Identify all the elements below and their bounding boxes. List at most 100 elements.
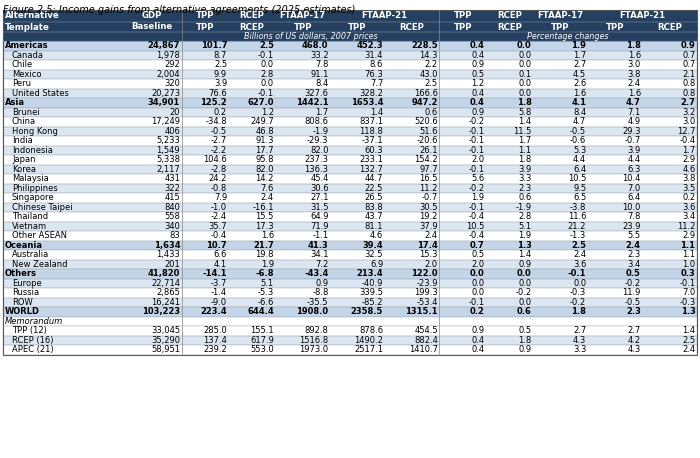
Text: 1490.2: 1490.2 <box>354 336 383 345</box>
Text: 4.4: 4.4 <box>573 155 586 164</box>
Text: GDP
Baseline: GDP Baseline <box>132 11 173 31</box>
Text: 1516.8: 1516.8 <box>300 336 328 345</box>
Text: 1.8: 1.8 <box>626 41 641 50</box>
Text: RCEP: RCEP <box>239 22 265 32</box>
Text: 97.7: 97.7 <box>419 165 438 174</box>
Text: FTAAP-17: FTAAP-17 <box>279 11 326 21</box>
Text: 51.6: 51.6 <box>419 127 438 136</box>
Bar <box>3 250 697 260</box>
Text: 26.5: 26.5 <box>365 193 383 202</box>
Text: 91.1: 91.1 <box>310 70 328 79</box>
Text: 213.4: 213.4 <box>356 269 383 278</box>
Text: Americas: Americas <box>5 41 48 50</box>
Text: 2.7: 2.7 <box>680 98 696 107</box>
Text: 2.0: 2.0 <box>472 155 484 164</box>
Text: -3.8: -3.8 <box>570 203 586 212</box>
Bar <box>3 336 697 345</box>
Bar <box>3 288 697 298</box>
Text: 19.8: 19.8 <box>256 250 274 259</box>
Text: 0.1: 0.1 <box>519 70 531 79</box>
Text: 617.9: 617.9 <box>250 336 274 345</box>
Text: 0.7: 0.7 <box>682 51 696 60</box>
Text: 41.3: 41.3 <box>308 241 328 250</box>
Bar <box>3 240 697 250</box>
Text: 837.1: 837.1 <box>359 117 383 126</box>
Text: -0.1: -0.1 <box>468 203 484 212</box>
Bar <box>385 22 440 32</box>
Text: 3.6: 3.6 <box>682 203 696 212</box>
Text: APEC (21): APEC (21) <box>12 345 54 354</box>
Text: 17.4: 17.4 <box>417 241 438 250</box>
Text: 0.0: 0.0 <box>519 89 531 98</box>
Text: Thailand: Thailand <box>12 212 48 221</box>
Bar <box>3 88 697 98</box>
Text: 1,634: 1,634 <box>153 241 180 250</box>
Text: 0.7: 0.7 <box>682 60 696 69</box>
Text: 0.0: 0.0 <box>517 41 531 50</box>
Text: 468.0: 468.0 <box>302 41 328 50</box>
Text: 0.5: 0.5 <box>626 269 641 278</box>
Text: 31.4: 31.4 <box>365 51 383 60</box>
Text: 82.0: 82.0 <box>256 165 274 174</box>
Text: 553.0: 553.0 <box>250 345 274 354</box>
Text: 3.0: 3.0 <box>682 117 696 126</box>
Text: 1315.1: 1315.1 <box>405 307 438 316</box>
Text: -0.1: -0.1 <box>468 127 484 136</box>
Text: Chile: Chile <box>12 60 34 69</box>
Text: 1.7: 1.7 <box>315 108 328 117</box>
Bar <box>533 10 588 22</box>
Text: Malaysia: Malaysia <box>12 174 49 183</box>
Text: 0.0: 0.0 <box>261 60 274 69</box>
Text: 2.9: 2.9 <box>682 231 696 240</box>
Text: 64.9: 64.9 <box>310 212 328 221</box>
Text: 1.9: 1.9 <box>519 231 531 240</box>
Bar <box>3 260 697 269</box>
Text: 0.4: 0.4 <box>472 345 484 354</box>
Text: 4.7: 4.7 <box>573 117 586 126</box>
Text: RCEP: RCEP <box>497 22 522 32</box>
Text: 3.5: 3.5 <box>682 184 696 193</box>
Bar <box>3 146 697 155</box>
Text: 6.9: 6.9 <box>370 260 383 269</box>
Text: 7.8: 7.8 <box>315 60 328 69</box>
Text: 2.1: 2.1 <box>682 70 696 79</box>
Text: -0.1: -0.1 <box>258 89 274 98</box>
Text: 6.4: 6.4 <box>573 165 586 174</box>
Text: 285.0: 285.0 <box>203 326 227 335</box>
Bar <box>3 126 697 136</box>
Text: Billions of US dollars, 2007 prices: Billions of US dollars, 2007 prices <box>244 32 377 41</box>
Text: 6.6: 6.6 <box>214 250 227 259</box>
Text: 8.6: 8.6 <box>370 60 383 69</box>
Text: 3.3: 3.3 <box>573 345 586 354</box>
Text: Oceania: Oceania <box>5 241 43 250</box>
Text: -1.9: -1.9 <box>515 203 531 212</box>
Text: 2.4: 2.4 <box>425 231 438 240</box>
Text: 237.3: 237.3 <box>304 155 328 164</box>
Text: 2,865: 2,865 <box>156 288 180 297</box>
Text: -6.8: -6.8 <box>256 269 274 278</box>
Text: TPP: TPP <box>606 22 624 32</box>
Text: -0.2: -0.2 <box>570 298 586 307</box>
Text: 0.4: 0.4 <box>470 41 484 50</box>
Text: -1.3: -1.3 <box>570 231 586 240</box>
Text: 4.1: 4.1 <box>214 260 227 269</box>
Text: 644.4: 644.4 <box>247 307 274 316</box>
Text: 520.6: 520.6 <box>414 117 438 126</box>
Bar <box>533 22 588 32</box>
Text: 4.3: 4.3 <box>573 336 586 345</box>
Bar <box>3 41 697 50</box>
Text: 104.6: 104.6 <box>203 155 227 164</box>
Text: Vietnam: Vietnam <box>12 222 47 231</box>
Text: -34.8: -34.8 <box>205 117 227 126</box>
Bar <box>3 231 697 240</box>
Text: -0.5: -0.5 <box>570 127 586 136</box>
Text: 3.0: 3.0 <box>628 60 640 69</box>
Text: -0.1: -0.1 <box>468 136 484 145</box>
Text: 81.1: 81.1 <box>365 222 383 231</box>
Text: TPP: TPP <box>348 22 367 32</box>
Text: Others: Others <box>5 269 37 278</box>
Text: 2.6: 2.6 <box>573 79 586 88</box>
Text: 1653.4: 1653.4 <box>351 98 383 107</box>
Text: 0.6: 0.6 <box>517 307 531 316</box>
Text: 3.4: 3.4 <box>682 212 696 221</box>
